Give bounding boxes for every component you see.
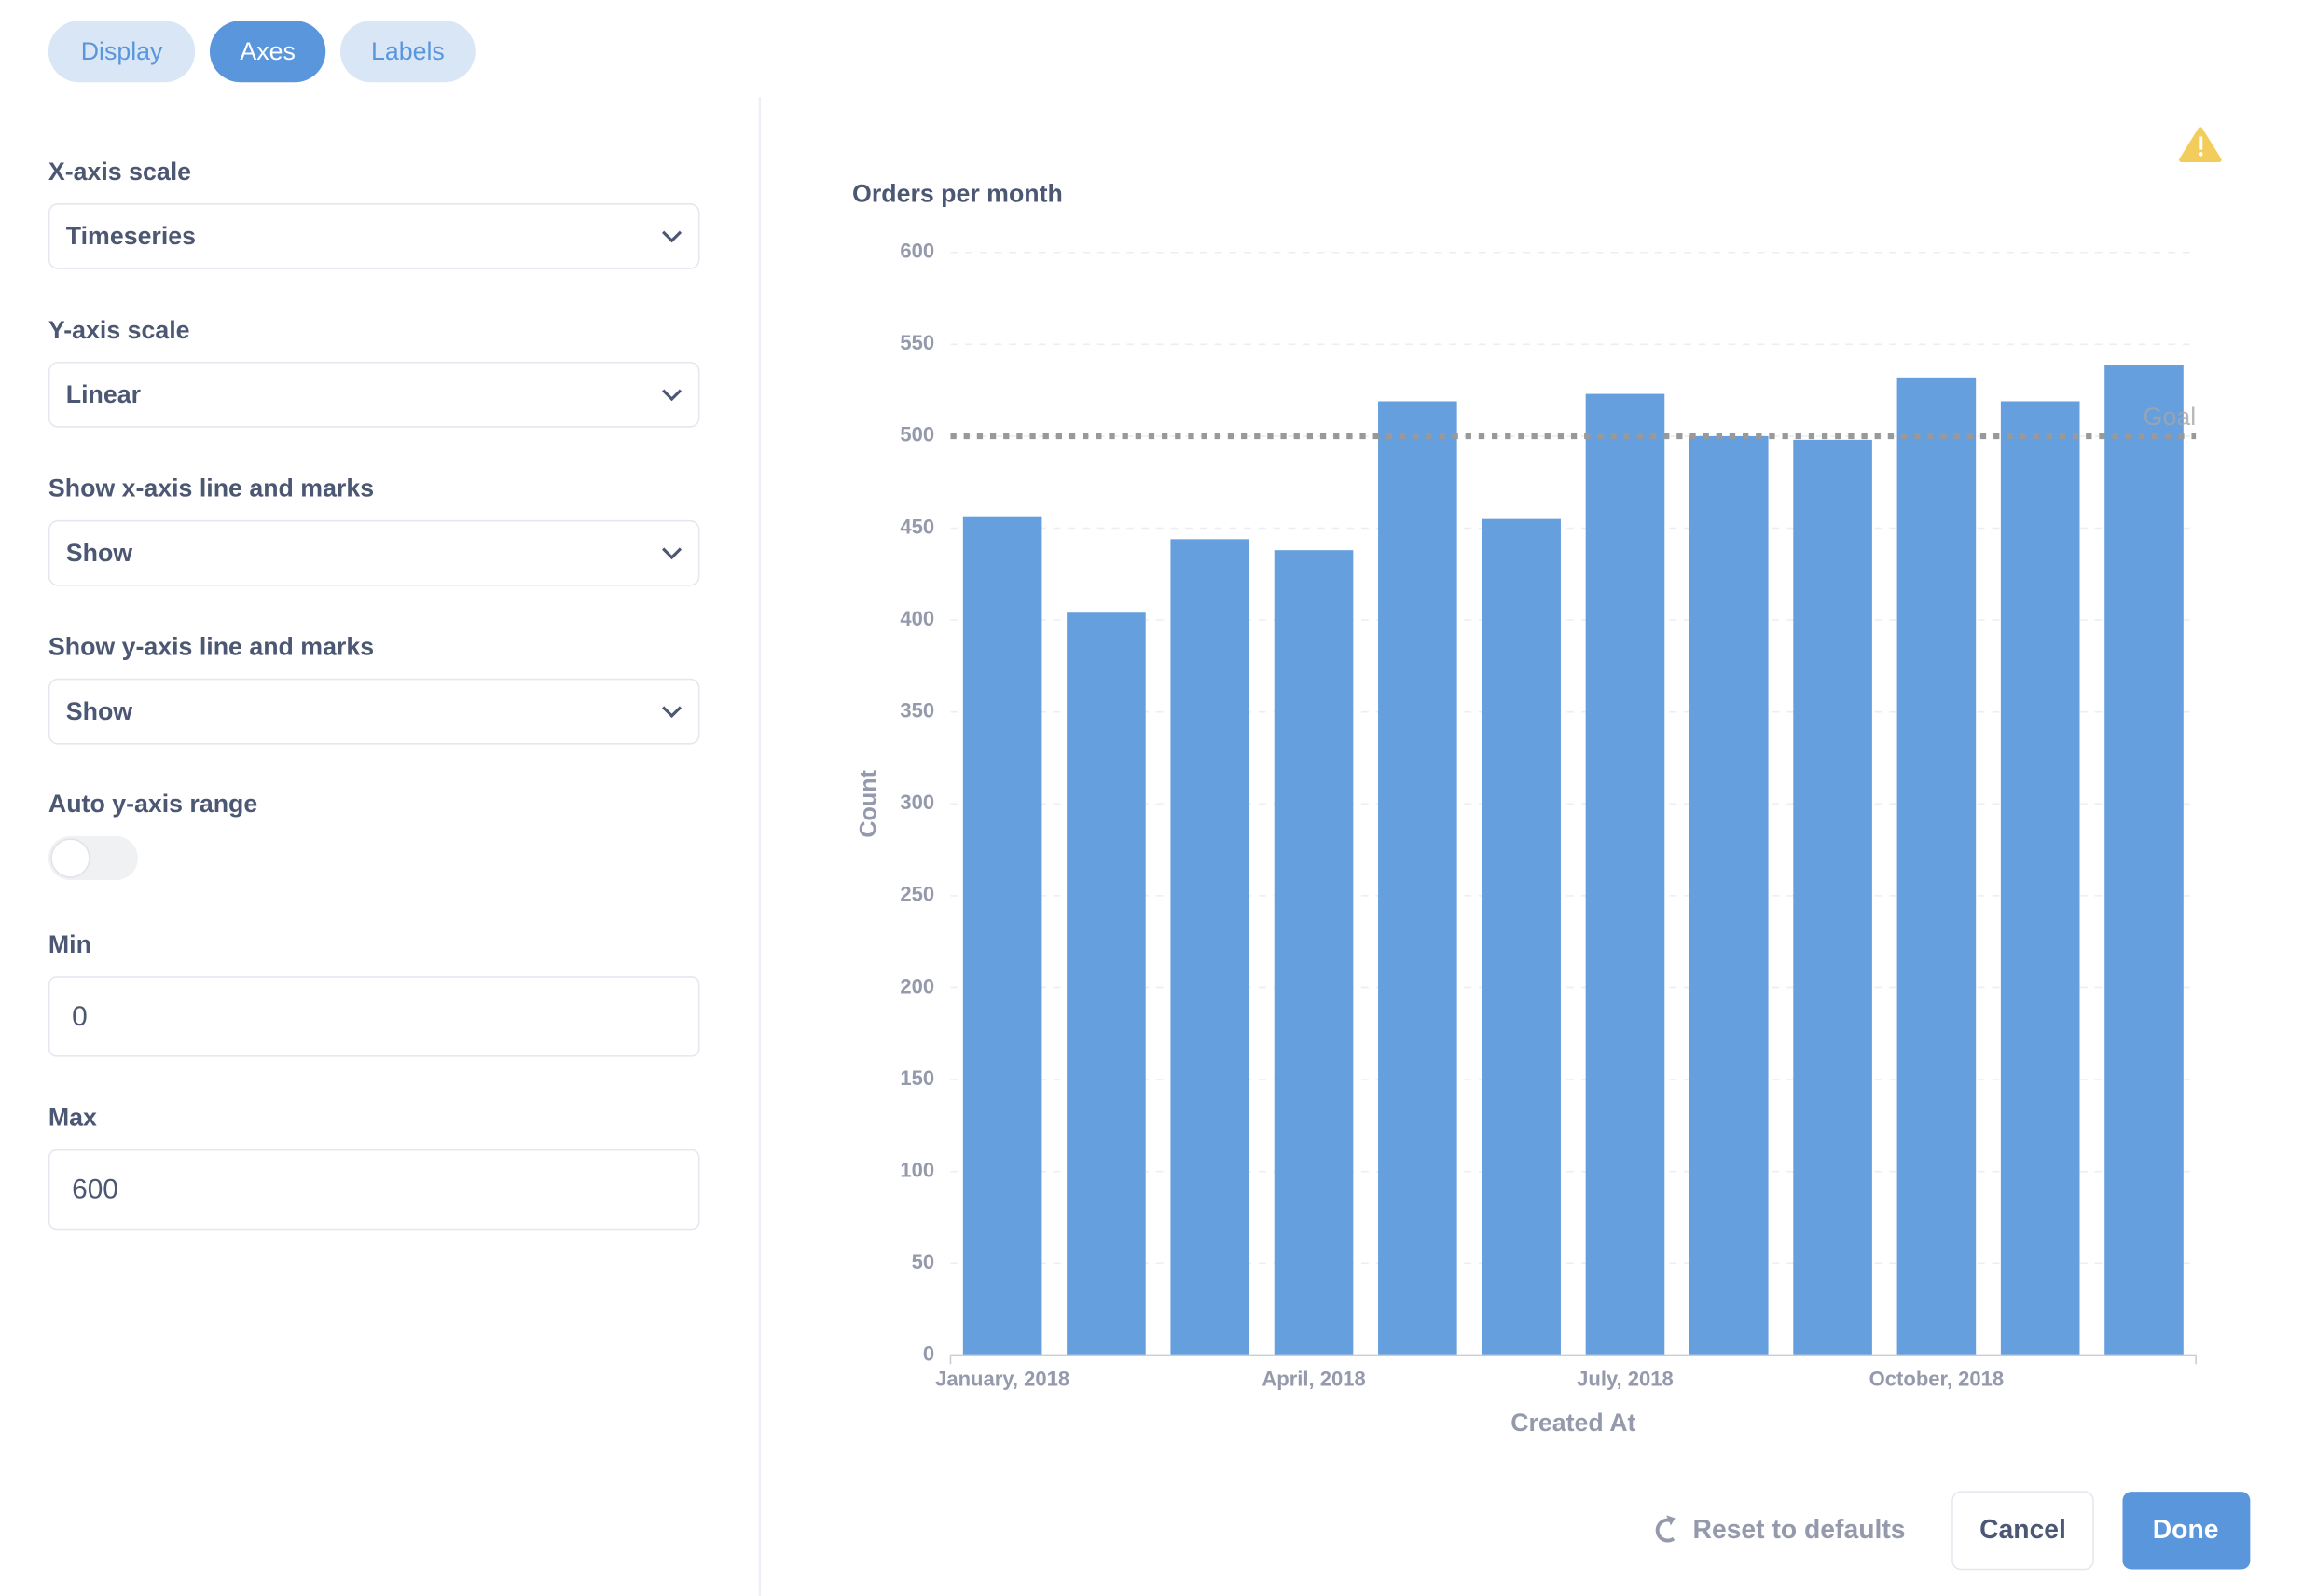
select-value: Timeseries [66, 222, 196, 250]
bar [2104, 365, 2184, 1355]
reset-arrow [1666, 1515, 1676, 1526]
x-axis-title: Created At [1510, 1409, 1635, 1437]
y-tick-label: 200 [900, 974, 934, 998]
done-button[interactable] [2122, 1492, 2251, 1570]
tab-label: Labels [371, 37, 445, 65]
field-label: Min [48, 930, 91, 958]
y-tick-label: 450 [900, 515, 934, 538]
bar [1585, 393, 1665, 1355]
x-tick-label: October, 2018 [1869, 1367, 2004, 1390]
field-label: Y-axis scale [48, 316, 190, 344]
chevron [661, 547, 683, 560]
select[interactable] [48, 519, 700, 586]
field-label: Max [48, 1104, 97, 1132]
chart-title: Orders per month [852, 179, 1063, 207]
select[interactable] [48, 361, 700, 428]
select-value: Linear [66, 380, 141, 408]
chevron [661, 230, 683, 243]
y-tick-label: 400 [900, 607, 934, 630]
field-label: X-axis scale [48, 158, 191, 186]
tab-label: Display [81, 37, 163, 65]
input-value: 600 [72, 1175, 118, 1205]
tab-label: Axes [240, 37, 295, 65]
input[interactable] [48, 976, 700, 1057]
reset-button[interactable]: Reset to defaults [1693, 1514, 1906, 1544]
warning-icon [2179, 127, 2222, 162]
y-tick-label: 600 [900, 240, 934, 263]
tab[interactable] [339, 21, 476, 83]
reset-icon [1655, 1518, 1676, 1543]
select-value: Show [66, 539, 132, 567]
bar [1793, 439, 1872, 1355]
select-value: Show [66, 697, 132, 725]
toggle-knob [50, 838, 90, 878]
tab[interactable] [209, 21, 326, 83]
chevron [661, 389, 683, 402]
field-label: Auto y-axis range [48, 790, 257, 818]
y-tick-label: 350 [900, 699, 934, 722]
tab[interactable] [48, 21, 196, 83]
y-tick-label: 250 [900, 883, 934, 906]
y-tick-label: 50 [912, 1250, 935, 1273]
bar [1689, 435, 1769, 1355]
y-tick-label: 500 [900, 423, 934, 447]
bar [1067, 612, 1146, 1355]
y-tick-label: 100 [900, 1158, 934, 1181]
y-tick-label: 300 [900, 791, 934, 814]
select[interactable] [48, 678, 700, 745]
bar [1274, 550, 1354, 1355]
y-tick-label: 550 [900, 331, 934, 354]
bar [1482, 518, 1561, 1355]
field-label: Show y-axis line and marks [48, 633, 374, 661]
bar [962, 516, 1042, 1355]
select[interactable] [48, 203, 700, 269]
cancel-label: Cancel [1979, 1514, 2066, 1544]
cancel-button[interactable] [1951, 1491, 2094, 1571]
x-tick-label: April, 2018 [1262, 1367, 1365, 1390]
bar [1896, 377, 1977, 1355]
y-tick-label: 0 [923, 1342, 934, 1366]
bar [1170, 539, 1250, 1355]
input[interactable] [48, 1149, 700, 1231]
bar [2000, 401, 2080, 1355]
x-tick-label: January, 2018 [935, 1367, 1069, 1390]
field-label: Show x-axis line and marks [48, 475, 374, 502]
y-tick-label: 150 [900, 1066, 934, 1090]
bar [1378, 401, 1457, 1355]
chevron [661, 706, 683, 719]
goal-label: Goal [2144, 403, 2196, 431]
x-tick-label: July, 2018 [1577, 1367, 1674, 1390]
y-axis-title: Count [856, 769, 882, 837]
input-value: 0 [72, 1001, 88, 1032]
done-label: Done [2153, 1514, 2219, 1544]
